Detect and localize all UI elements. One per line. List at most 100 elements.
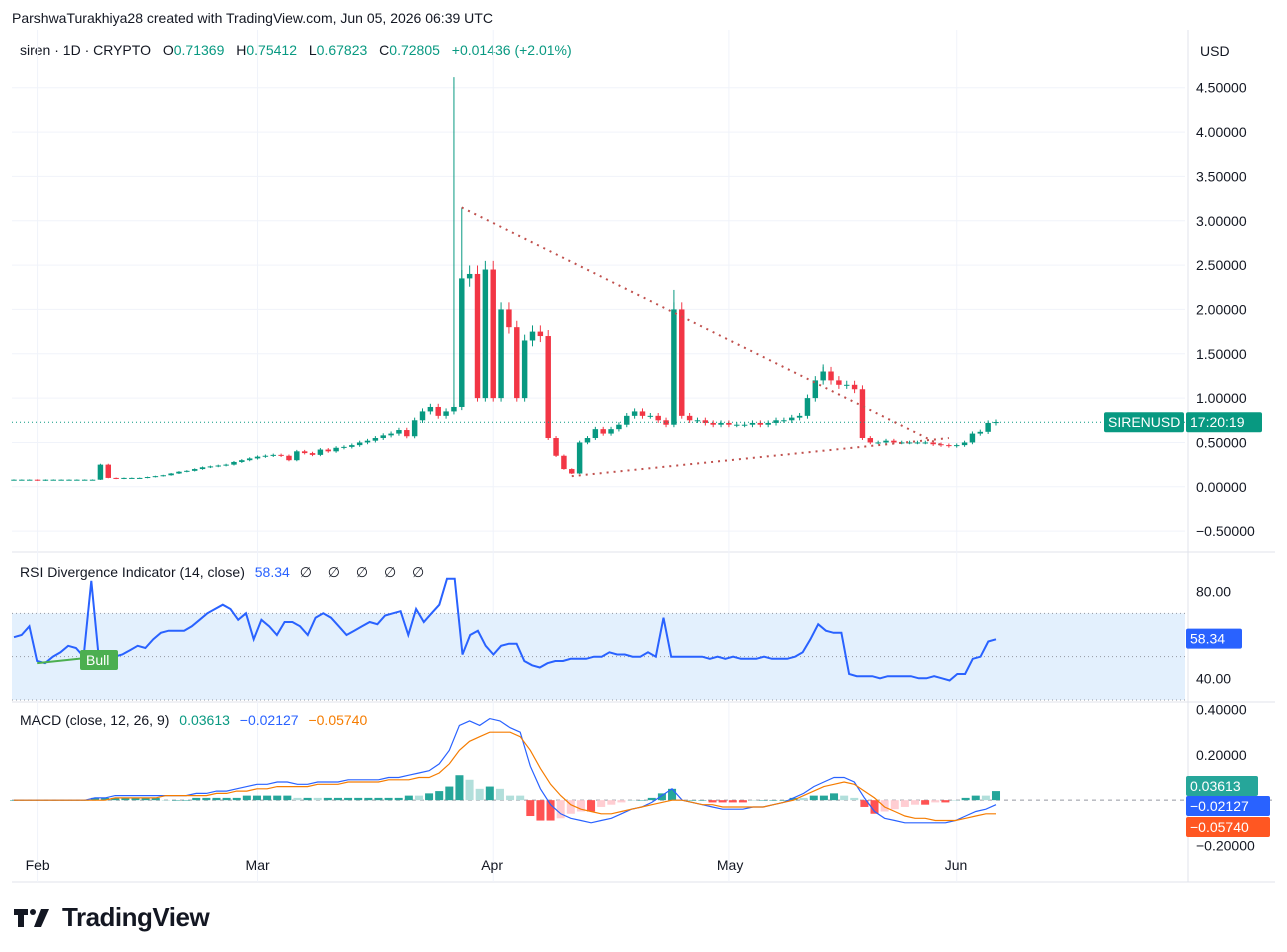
candle-body xyxy=(411,420,418,437)
macd-histogram-bar xyxy=(607,800,616,805)
candle-body xyxy=(270,454,276,456)
candle-body xyxy=(851,384,858,390)
macd-histogram-bar xyxy=(526,800,535,817)
symbol-tag-bg xyxy=(1104,412,1184,433)
price-tick-label: 0.50000 xyxy=(1196,434,1247,450)
candle-body xyxy=(50,479,57,481)
candle-body xyxy=(349,445,355,447)
author-line: ParshwaTurakhiya28 created with TradingV… xyxy=(12,10,493,26)
macd-line-tag-text: −0.02127 xyxy=(1190,798,1249,814)
candle-body xyxy=(734,424,740,426)
brand-name: TradingView xyxy=(62,902,210,932)
symbol-tag-text: SIRENUSD xyxy=(1108,414,1180,430)
tradingview-branding[interactable]: TradingView xyxy=(14,902,210,933)
candle-body xyxy=(859,389,866,439)
macd-histogram-bar xyxy=(991,791,1001,801)
symbol-tag: SIRENUSD xyxy=(1104,412,1184,433)
rsi-value: 58.34 xyxy=(254,564,290,580)
open-label: O xyxy=(162,42,174,58)
macd-hist-tag: 0.03613 xyxy=(1186,776,1258,796)
candle-body xyxy=(914,442,921,444)
macd-histogram-bar xyxy=(536,800,545,821)
candle-body xyxy=(341,446,347,448)
macd-histogram-bar xyxy=(769,800,778,801)
macd-histogram-bar xyxy=(384,797,393,801)
candle-body xyxy=(718,422,724,425)
trendlines xyxy=(461,206,949,478)
candle-body xyxy=(396,430,402,434)
candle-body xyxy=(631,411,638,416)
candle-body xyxy=(129,477,135,479)
tradingview-logo-icon xyxy=(14,908,49,927)
macd-line-value: −0.02127 xyxy=(239,712,299,728)
candle-body xyxy=(191,469,198,471)
candle-body xyxy=(514,327,520,399)
time-tick-label: Apr xyxy=(481,857,503,873)
candle-body xyxy=(710,422,716,425)
macd-histogram-bar xyxy=(435,791,444,801)
candle-body xyxy=(961,442,968,446)
low-value: 0.67823 xyxy=(316,42,368,58)
candle-body xyxy=(152,476,159,478)
macd-histogram-bar xyxy=(931,800,940,803)
candle-body xyxy=(938,444,944,446)
macd-histogram-bar xyxy=(141,797,150,801)
candle-body xyxy=(545,336,551,439)
macd-histogram-bar xyxy=(313,797,322,801)
signal-line xyxy=(14,731,996,822)
macd-histogram-bar xyxy=(516,795,525,801)
macd-histogram-bar xyxy=(840,795,849,801)
macd-signal-tag-bg xyxy=(1186,817,1270,837)
candle-body xyxy=(553,438,559,456)
rsi-pane: Bull xyxy=(12,577,1185,701)
macd-histogram-bar xyxy=(941,800,950,803)
macd-histogram-bar xyxy=(465,779,474,801)
macd-histogram-bar xyxy=(263,795,272,801)
rsi-value-tag-text: 58.34 xyxy=(1190,631,1225,647)
candle-body xyxy=(781,420,787,422)
symbol-name[interactable]: siren · 1D · CRYPTO xyxy=(20,42,151,58)
macd-histogram-bar xyxy=(333,797,342,801)
macd-histogram-bar xyxy=(404,795,413,801)
macd-histogram-bar xyxy=(749,800,758,801)
macd-histogram-bar xyxy=(303,797,312,801)
countdown-tag-text: 17:20:19 xyxy=(1190,414,1245,430)
currency-label[interactable]: USD xyxy=(1200,43,1230,59)
candle-body xyxy=(309,453,316,455)
macd-histogram-bar xyxy=(708,800,717,803)
high-value: 0.75412 xyxy=(246,42,297,58)
candle-body xyxy=(796,415,803,418)
axis-tags: SIRENUSD 17:20:19 58.34 0.03613 −0.02127 −0.0… xyxy=(1104,412,1270,837)
rsi-legend[interactable]: RSI Divergence Indicator (14, close) 58.… xyxy=(20,564,430,581)
candle-body xyxy=(639,411,646,416)
low-label: L xyxy=(308,42,317,58)
candle-body xyxy=(207,466,214,468)
macd-histogram-bar xyxy=(870,800,879,814)
macd-histogram-bar xyxy=(657,793,666,801)
candle-body xyxy=(317,449,324,455)
candle-body xyxy=(671,309,677,425)
candle-body xyxy=(443,411,449,416)
candle-body xyxy=(836,380,842,385)
candle-body xyxy=(953,445,960,447)
rsi-empty-plots: ∅ ∅ ∅ ∅ ∅ xyxy=(299,564,431,580)
candle-body xyxy=(867,438,874,443)
candle-body xyxy=(231,461,237,465)
bull-divergence-label: Bull xyxy=(80,650,118,670)
macd-legend[interactable]: MACD (close, 12, 26, 9) 0.03613 −0.02127… xyxy=(20,712,367,728)
macd-signal-tag-text: −0.05740 xyxy=(1190,819,1249,835)
candle-body xyxy=(176,471,182,474)
candle-body xyxy=(883,440,889,443)
descending-trendline xyxy=(461,206,942,447)
macd-histogram-bar xyxy=(587,800,596,812)
rsi-tick-label: 40.00 xyxy=(1196,670,1231,686)
macd-histogram-bar xyxy=(273,795,282,801)
macd-histogram-bar xyxy=(90,797,99,801)
open-value: 0.71369 xyxy=(173,42,225,58)
rsi-tick-label: 80.00 xyxy=(1196,584,1231,600)
candle-body xyxy=(42,479,49,481)
candle-body xyxy=(482,269,489,399)
macd-histogram-bar xyxy=(809,795,818,801)
candle-body xyxy=(286,455,292,461)
